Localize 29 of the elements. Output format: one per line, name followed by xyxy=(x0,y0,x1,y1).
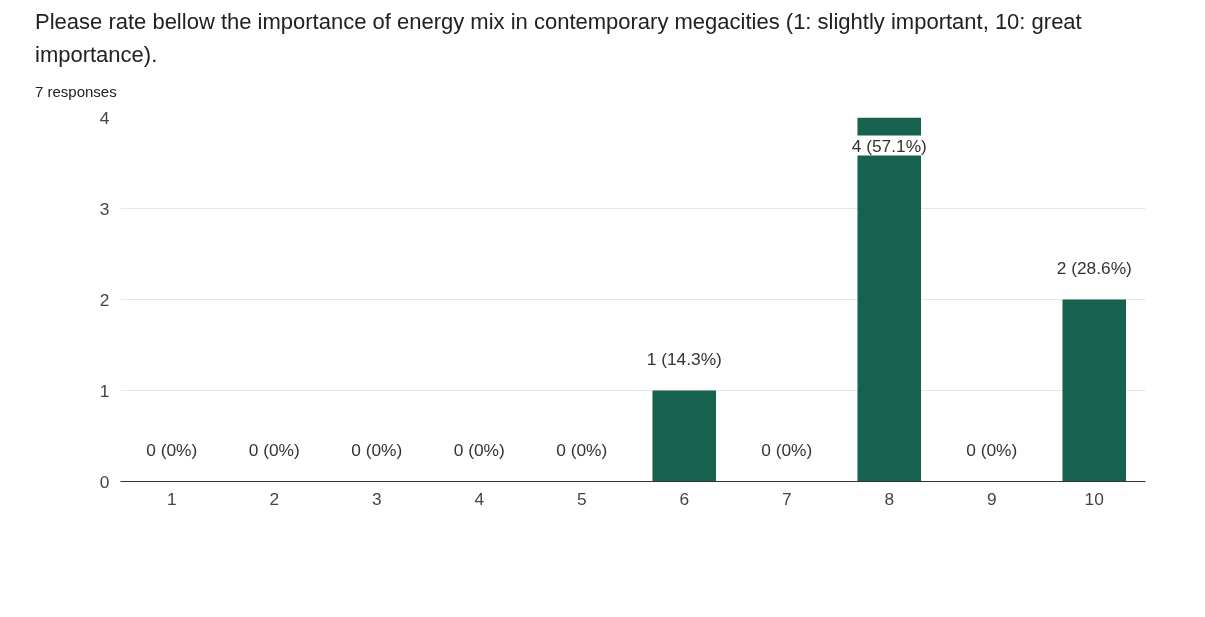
data-label: 4 (57.1%) xyxy=(851,135,927,156)
data-label: 0 (0%) xyxy=(966,439,1018,460)
x-tick-label: 10 xyxy=(1084,488,1104,509)
y-tick-label: 4 xyxy=(99,107,110,128)
y-tick-label: 1 xyxy=(99,380,110,401)
x-tick-label: 5 xyxy=(576,488,587,509)
x-tick-label: 4 xyxy=(474,488,485,509)
data-label: 0 (0%) xyxy=(761,439,813,460)
data-label: 0 (0%) xyxy=(556,439,608,460)
data-label: 0 (0%) xyxy=(351,439,403,460)
data-label: 0 (0%) xyxy=(248,439,300,460)
data-label: 1 (14.3%) xyxy=(646,348,722,369)
x-tick-label: 6 xyxy=(679,488,690,509)
y-tick-label: 2 xyxy=(99,289,110,310)
bar xyxy=(1062,299,1127,482)
bar xyxy=(652,390,717,482)
x-tick-label: 2 xyxy=(269,488,280,509)
x-tick-label: 8 xyxy=(884,488,895,509)
y-tick-label: 0 xyxy=(99,471,110,492)
data-label: 2 (28.6%) xyxy=(1056,257,1132,278)
x-tick-label: 3 xyxy=(371,488,382,509)
data-label: 0 (0%) xyxy=(453,439,505,460)
chart-subtitle: 7 responses xyxy=(35,82,117,102)
x-tick-label: 7 xyxy=(781,488,792,509)
x-tick-label: 1 xyxy=(166,488,177,509)
data-label: 0 (0%) xyxy=(146,439,198,460)
y-tick-label: 3 xyxy=(99,198,110,219)
chart-title: Please rate bellow the importance of energy mix in contemporary megacities (1: slightly important, 10: great importance). xyxy=(35,8,1083,69)
x-tick-label: 9 xyxy=(986,488,997,509)
